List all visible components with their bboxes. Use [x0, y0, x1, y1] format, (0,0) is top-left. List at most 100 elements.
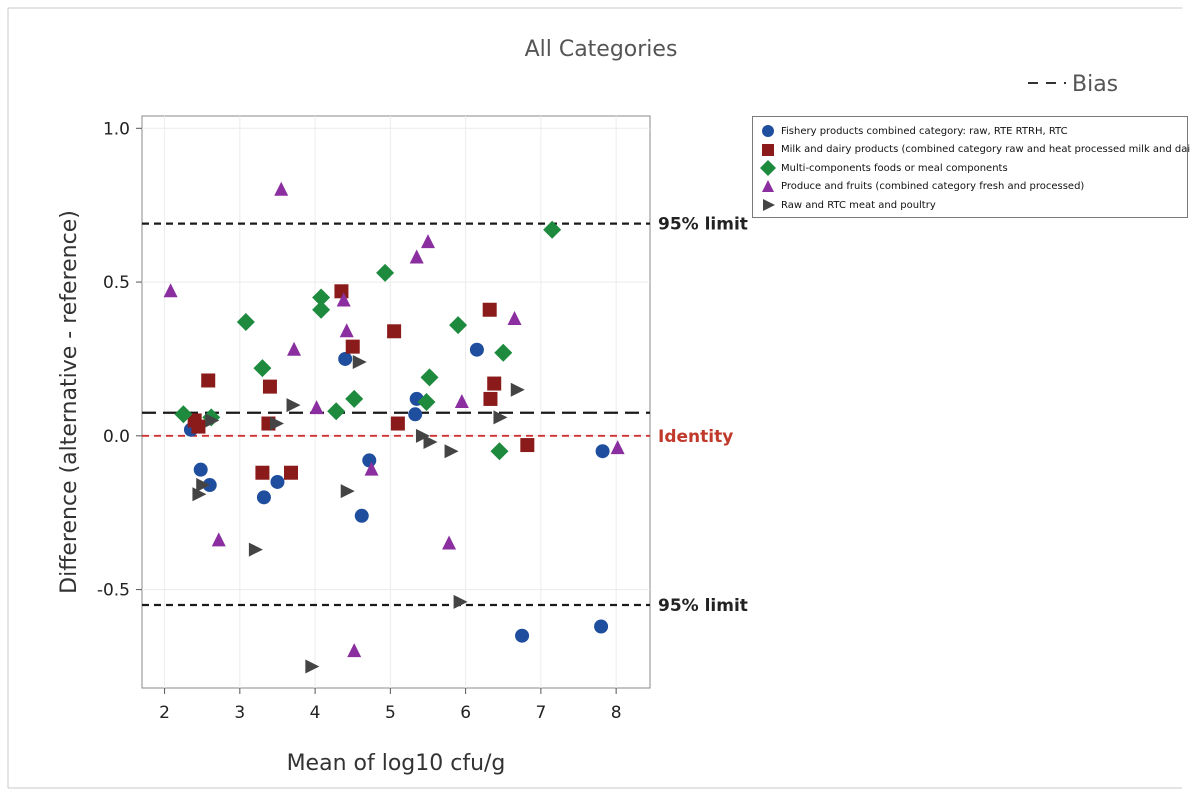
legend: Fishery products combined category: raw,…	[752, 116, 1190, 218]
data-point-diamond	[494, 343, 513, 362]
data-point-square	[262, 379, 277, 394]
data-point-circle	[362, 453, 377, 468]
legend-marker-triangle-up	[762, 179, 774, 192]
data-point-triangle-right	[286, 398, 301, 413]
lower_limit-label: 95% limit	[658, 596, 748, 616]
data-point-triangle-up	[454, 394, 469, 408]
data-point-diamond	[253, 359, 272, 378]
data-point-triangle-up	[409, 249, 424, 264]
legend-symbol	[762, 143, 774, 156]
data-point-circle	[408, 407, 423, 422]
data-point-square	[284, 465, 299, 480]
y-axis-label: Difference (alternative - reference)	[57, 210, 82, 594]
data-point-triangle-right	[192, 487, 207, 502]
data-point-circle	[594, 619, 609, 634]
y-tick-label: 0.0	[103, 427, 130, 447]
data-point-diamond	[345, 389, 364, 408]
data-point-square	[387, 324, 402, 339]
data-point-triangle-up	[507, 310, 522, 325]
data-point-triangle-up	[274, 181, 289, 196]
data-point-square	[255, 465, 270, 480]
data-point-triangle-up	[420, 234, 435, 249]
data-point-diamond	[543, 220, 562, 239]
data-point-square	[520, 438, 535, 453]
legend-item: Produce and fruits (combined category fr…	[759, 178, 1084, 196]
data-point-triangle-up	[309, 400, 324, 415]
data-point-diamond	[420, 368, 439, 387]
data-points	[163, 181, 625, 674]
x-tick-label: 5	[385, 703, 396, 723]
legend-label: Raw and RTC meat and poultry	[781, 199, 936, 211]
data-point-diamond	[490, 442, 509, 461]
data-point-circle	[469, 342, 484, 357]
data-point-diamond	[174, 405, 193, 424]
y-tick-label: 0.5	[103, 273, 130, 293]
legend-label: Multi-components foods or meal component…	[781, 162, 1008, 174]
x-axis-label: Mean of log10 cfu/g	[287, 751, 506, 776]
data-point-triangle-up	[442, 535, 457, 550]
legend-symbol	[763, 199, 775, 211]
data-point-triangle-right	[305, 659, 320, 674]
legend-marker-square	[762, 143, 774, 156]
x-tick-label: 6	[460, 703, 471, 723]
legend-marker-triangle-right	[763, 199, 775, 211]
data-point-circle	[256, 490, 271, 505]
data-point-triangle-right	[493, 410, 508, 425]
data-point-triangle-up	[287, 341, 302, 356]
data-point-triangle-right	[196, 478, 211, 493]
legend-label: Milk and dairy products (combined catego…	[781, 144, 1190, 155]
data-point-triangle-up	[163, 283, 178, 298]
data-point-circle	[338, 351, 353, 366]
data-point-circle	[193, 462, 208, 477]
legend-label: Produce and fruits (combined category fr…	[781, 181, 1085, 192]
data-point-triangle-right	[205, 413, 220, 428]
x-tick-label: 3	[234, 703, 245, 723]
data-point-triangle-right	[248, 542, 263, 557]
data-point-triangle-right	[340, 484, 355, 499]
data-point-circle	[270, 474, 285, 489]
y-tick-label: 1.0	[103, 119, 130, 139]
data-point-triangle-up	[364, 461, 379, 476]
x-tick-label: 7	[535, 703, 546, 723]
bias-legend-label: Bias	[1072, 72, 1118, 97]
identity-label: Identity	[658, 427, 733, 447]
chart-title: All Categories	[525, 37, 678, 62]
x-tick-label: 8	[611, 703, 622, 723]
legend-item: Fishery products combined category: raw,…	[759, 122, 1068, 140]
data-point-triangle-right	[510, 382, 525, 397]
data-point-triangle-up	[610, 440, 625, 455]
data-point-circle	[595, 444, 610, 459]
data-point-triangle-right	[415, 428, 430, 443]
data-point-square	[482, 302, 497, 317]
x-axis-ticks: 2 3 4 5 6 7 8	[159, 688, 622, 723]
legend-item: Raw and RTC meat and poultry	[759, 196, 936, 214]
data-point-triangle-right	[423, 434, 438, 449]
x-tick-label: 4	[310, 703, 321, 723]
data-point-square	[483, 391, 498, 406]
bias-legend: Bias	[1028, 72, 1118, 97]
data-point-diamond	[417, 393, 436, 411]
y-tick-label: -0.5	[97, 581, 130, 601]
data-point-circle	[354, 508, 369, 523]
legend-label: Fishery products combined category: raw,…	[781, 125, 1068, 137]
data-point-diamond	[236, 313, 255, 332]
legend-marker-circle	[762, 125, 774, 137]
data-point-diamond	[376, 263, 395, 282]
data-point-square	[487, 376, 502, 391]
data-point-triangle-up	[339, 323, 354, 338]
data-point-triangle-up	[211, 532, 226, 547]
legend-marker-diamond	[760, 160, 776, 176]
data-point-square	[345, 339, 360, 354]
data-point-square	[191, 419, 206, 434]
data-point-square	[334, 284, 349, 299]
data-point-square	[201, 373, 216, 388]
reference-lines: 95% limit Identity 95% limit	[142, 215, 748, 616]
y-axis-ticks: -0.5 0.0 0.5 1.0	[97, 119, 142, 601]
upper_limit-label: 95% limit	[658, 215, 748, 235]
data-point-circle	[515, 628, 530, 643]
data-point-triangle-right	[352, 355, 367, 370]
data-point-triangle-right	[453, 594, 468, 609]
legend-symbol	[760, 160, 776, 176]
plot-area	[141, 115, 651, 689]
